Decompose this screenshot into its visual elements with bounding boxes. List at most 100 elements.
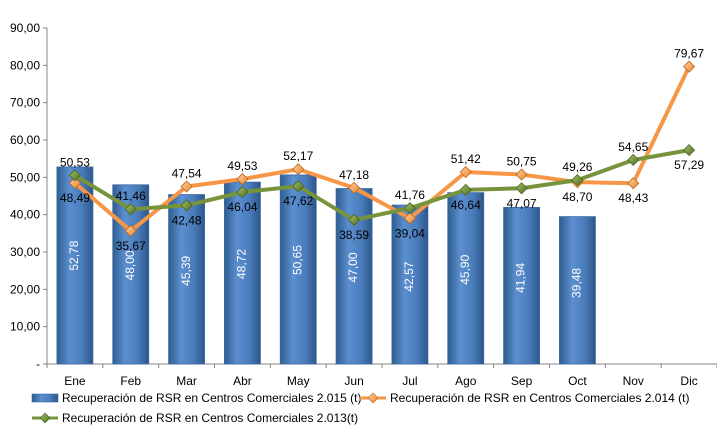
bar-value-label: 45,39	[179, 255, 193, 285]
line-marker	[515, 168, 528, 181]
line-marker	[571, 174, 584, 187]
bar-series	[56, 166, 596, 365]
legend-marker-2014	[367, 392, 379, 404]
line-value-label: 49,26	[562, 160, 592, 174]
line-value-label: 57,29	[674, 158, 704, 172]
line-2014	[73, 65, 691, 233]
line-marker	[236, 186, 249, 199]
bar	[279, 174, 317, 365]
bar-value-label: 50,65	[290, 245, 304, 275]
line-value-label: 51,42	[451, 152, 481, 166]
line-marker	[124, 224, 137, 237]
legend-label-2015: Recuperación de RSR en Centros Comercial…	[62, 391, 361, 405]
line-value-label: 47,07	[507, 196, 537, 210]
line-data-labels: 50,53 48,49 41,46 35,67 47,54 42,48 49,53 46,04…	[60, 47, 705, 253]
line-series	[68, 60, 696, 237]
line-marker	[180, 199, 193, 212]
bar	[168, 194, 205, 365]
bar-value-label: 52,78	[67, 240, 81, 270]
line-value-label: 41,76	[395, 188, 425, 202]
line-marker	[515, 182, 528, 195]
line-marker	[683, 144, 696, 157]
bar-value-label: 47,00	[346, 252, 360, 282]
y-tick-label: 20,00	[10, 282, 40, 296]
legend-label-2014: Recuperación de RSR en Centros Comercial…	[390, 391, 689, 405]
line-marker	[236, 173, 249, 186]
line-value-label: 50,53	[60, 155, 90, 169]
x-tick-label: Oct	[568, 374, 587, 388]
line-value-label: 47,62	[283, 194, 313, 208]
y-tick-label: 60,00	[10, 133, 40, 147]
x-tick-label: Feb	[120, 374, 141, 388]
line-marker	[124, 203, 137, 216]
bar-value-label: 39,48	[570, 268, 584, 298]
line-marker	[627, 177, 640, 190]
line-value-label: 42,48	[172, 213, 202, 227]
line-marker	[627, 153, 640, 167]
x-tick-label: Mar	[176, 374, 197, 388]
line-value-label: 48,49	[60, 191, 90, 205]
bar	[391, 204, 429, 365]
bar-value-label: 41,94	[514, 263, 528, 293]
line-marker	[292, 180, 305, 193]
line-value-label: 46,04	[227, 200, 257, 214]
line-marker	[348, 213, 361, 226]
bar	[224, 181, 261, 365]
line-marker	[459, 165, 472, 179]
line-value-label: 48,70	[562, 190, 592, 204]
legend-marker-2013	[39, 412, 51, 424]
bar	[503, 207, 540, 365]
bar	[56, 166, 94, 365]
x-tick-label: Abr	[233, 374, 252, 388]
line-value-label: 47,18	[339, 168, 369, 182]
x-tick-label: Ago	[455, 374, 477, 388]
y-tick-label: 30,00	[10, 245, 40, 259]
y-tick-label: 90,00	[10, 21, 40, 35]
legend-swatch-2015	[31, 393, 59, 403]
line-value-label: 54,65	[618, 140, 648, 154]
line-value-label: 47,54	[172, 167, 202, 181]
line-marker	[403, 202, 416, 215]
x-tick-label: May	[287, 374, 310, 388]
axes: - 10,00 20,00 30,00 40,00 50,00 60,00 70,00 80,0…	[10, 21, 717, 388]
bar-value-label: 48,72	[235, 249, 249, 279]
bar	[559, 216, 596, 365]
y-tick-label: 10,00	[10, 320, 40, 334]
x-tick-label: Nov	[623, 374, 644, 388]
bar-data-labels: 52,78 48,00 45,39 48,72 50,65 47,00 42,57 45,90…	[67, 240, 584, 298]
line-marker	[292, 163, 305, 176]
legend: Recuperación de RSR en Centros Comercial…	[31, 391, 689, 425]
y-tick-label: -	[36, 357, 40, 371]
line-marker	[459, 183, 472, 196]
line-marker	[683, 60, 696, 73]
line-marker	[403, 212, 416, 225]
line-value-label: 49,53	[227, 159, 257, 173]
line-2013	[73, 148, 690, 222]
bar-value-label: 45,90	[458, 254, 472, 284]
line-value-label: 46,64	[451, 198, 481, 212]
x-tick-label: Ene	[64, 374, 86, 388]
y-tick-label: 80,00	[10, 58, 40, 72]
line-value-label: 79,67	[674, 47, 704, 61]
x-tick-label: Sep	[511, 374, 533, 388]
line-value-label: 41,46	[116, 189, 146, 203]
line-value-label: 39,04	[395, 226, 425, 240]
y-tick-label: 50,00	[10, 170, 40, 184]
line-marker	[180, 180, 193, 193]
line-marker	[68, 169, 81, 182]
line-marker	[348, 181, 361, 194]
line-value-label: 35,67	[116, 239, 146, 253]
line-value-label: 48,43	[618, 191, 648, 205]
legend-label-2013: Recuperación de RSR en Centros Comercial…	[62, 411, 358, 425]
x-tick-label: Dic	[680, 374, 697, 388]
line-value-label: 52,17	[283, 149, 313, 163]
bar-value-label: 48,00	[123, 250, 137, 280]
y-tick-label: 40,00	[10, 208, 40, 222]
line-marker	[68, 176, 81, 190]
x-tick-label: Jul	[402, 374, 417, 388]
line-value-label: 50,75	[507, 155, 537, 169]
bar-value-label: 42,57	[402, 261, 416, 291]
y-tick-label: 70,00	[10, 96, 40, 110]
